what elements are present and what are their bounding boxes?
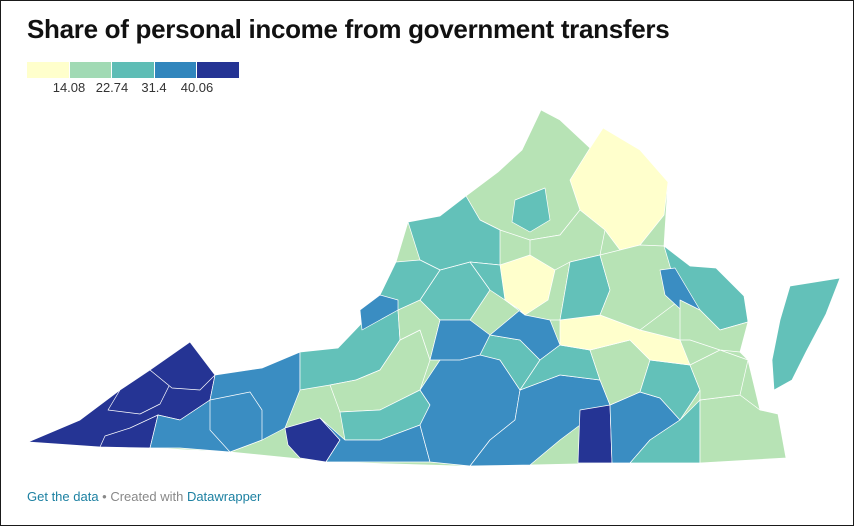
legend-tick: 14.08	[52, 80, 86, 95]
county-region	[771, 277, 841, 391]
county-region	[99, 414, 159, 449]
legend-tick: 31.4	[141, 80, 167, 95]
county-region	[429, 319, 491, 361]
legend-swatch	[69, 62, 113, 78]
county-region	[511, 187, 551, 233]
footer-separator: •	[98, 489, 111, 504]
county-region	[679, 299, 749, 353]
chart-footer: Get the data • Created with Datawrapper	[27, 489, 261, 504]
datawrapper-link[interactable]: Datawrapper	[186, 489, 262, 504]
county-region	[149, 341, 216, 391]
legend-swatch	[154, 62, 198, 78]
county-region	[359, 294, 399, 331]
legend-swatch	[197, 62, 239, 78]
county-region	[209, 391, 263, 453]
county-region	[629, 399, 701, 464]
chart-title: Share of personal income from government…	[27, 14, 670, 44]
legend-tick: 40.06	[180, 80, 214, 95]
created-with-text: Created with	[110, 489, 187, 504]
legend-swatch	[112, 62, 155, 78]
color-legend: 14.08 22.74 31.4 40.06	[27, 62, 239, 98]
legend-tick: 22.74	[95, 80, 129, 95]
legend-bar	[27, 62, 239, 78]
get-data-link[interactable]: Get the data	[27, 489, 99, 504]
county-region	[699, 394, 787, 464]
county-region	[577, 404, 613, 464]
legend-swatch	[27, 62, 70, 78]
